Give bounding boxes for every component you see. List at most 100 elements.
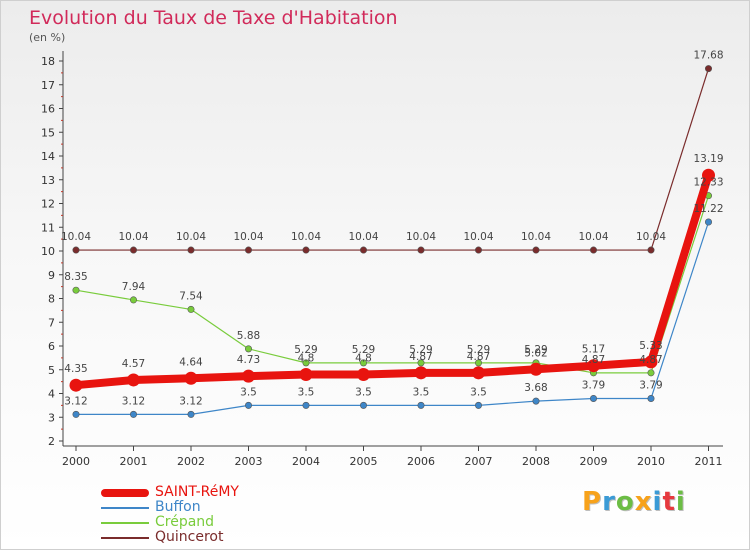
- logo-letter: o: [615, 487, 635, 517]
- legend-label-saint-remy: SAINT-RéMY: [155, 484, 239, 500]
- logo-letter: i: [675, 487, 686, 517]
- x-tick-label: 2000: [62, 455, 90, 468]
- data-point-saint-remy: [69, 378, 83, 392]
- data-label-saint-remy: 4.8: [298, 353, 315, 365]
- legend-label-quincerot: Quincerot: [155, 529, 224, 545]
- y-tick-label: 14: [41, 150, 55, 163]
- data-label-buffon: 3.5: [470, 386, 487, 398]
- data-point-buffon: [589, 394, 597, 402]
- legend-label-buffon: Buffon: [155, 499, 201, 515]
- data-point-saint-remy: [127, 373, 140, 387]
- data-point-quincerot: [130, 246, 138, 254]
- data-label-quincerot: 10.04: [118, 231, 148, 243]
- y-tick-label: 3: [48, 411, 55, 424]
- data-point-saint-remy: [414, 366, 428, 380]
- data-point-quincerot: [72, 246, 80, 254]
- data-point-buffon: [704, 218, 712, 226]
- data-label-buffon: 3.12: [64, 395, 87, 407]
- y-tick-label: 7: [48, 316, 55, 329]
- data-label-saint-remy: 4.8: [355, 353, 372, 365]
- data-point-saint-remy: [184, 371, 198, 385]
- data-labels: 10.04 10.04 10.04 10.04 10.04 10.04 10.04 10.04…: [61, 50, 724, 408]
- y-tick-label: 6: [48, 340, 55, 353]
- data-point-quincerot: [532, 246, 540, 254]
- data-label-buffon: 3.12: [179, 395, 202, 407]
- x-tick-label: 2010: [637, 455, 665, 468]
- data-point-quincerot: [359, 246, 367, 254]
- data-point-saint-remy: [242, 369, 255, 383]
- data-point-quincerot: [647, 246, 655, 254]
- data-point-saint-remy: [702, 168, 715, 182]
- data-label-saint-remy: 5.02: [524, 347, 547, 359]
- data-point-buffon: [72, 410, 80, 418]
- data-point-buffon: [647, 394, 655, 402]
- series-line-quincerot: [75, 67, 710, 251]
- data-point-quincerot: [245, 246, 253, 254]
- data-label-saint-remy: 4.64: [179, 356, 203, 368]
- logo-letter: x: [634, 487, 653, 517]
- x-tick-label: 2011: [695, 455, 723, 468]
- data-point-crepand: [359, 359, 367, 367]
- data-point-quincerot: [704, 65, 712, 73]
- data-point-buffon: [130, 410, 138, 418]
- y-tick-label: 17: [41, 79, 55, 92]
- legend-label-crepand: Crépand: [155, 514, 215, 530]
- data-point-buffon: [187, 410, 195, 418]
- data-label-quincerot: 10.04: [578, 231, 608, 243]
- data-point-crepand: [647, 369, 655, 377]
- data-label-quincerot: 10.04: [61, 231, 91, 243]
- data-label-quincerot: 10.04: [521, 231, 551, 243]
- x-tick-label: 2002: [177, 455, 205, 468]
- data-label-buffon: 3.68: [524, 382, 547, 394]
- data-label-crepand: 8.35: [64, 271, 87, 283]
- data-label-buffon: 3.5: [240, 386, 257, 398]
- data-label-quincerot: 10.04: [406, 231, 436, 243]
- data-point-buffon: [359, 401, 367, 409]
- data-label-quincerot: 10.04: [176, 231, 206, 243]
- data-label-crepand: 5.29: [294, 344, 317, 356]
- data-label-saint-remy: 5.17: [582, 344, 605, 356]
- data-point-crepand: [245, 345, 253, 353]
- y-tick-label: 11: [41, 221, 55, 234]
- data-label-saint-remy: 13.19: [693, 153, 723, 165]
- y-tick-label: 13: [41, 174, 55, 187]
- logo-letter: i: [652, 487, 663, 517]
- x-tick-label: 2009: [580, 455, 608, 468]
- data-point-saint-remy: [357, 368, 370, 381]
- data-label-crepand: 5.88: [237, 330, 260, 342]
- data-label-saint-remy: 4.87: [467, 351, 490, 363]
- y-tick-label: 10: [41, 245, 55, 258]
- chart-subtitle: (en %): [29, 31, 66, 44]
- data-point-buffon: [302, 401, 310, 409]
- data-label-quincerot: 10.04: [348, 231, 378, 243]
- data-label-crepand: 7.94: [122, 281, 146, 293]
- data-point-saint-remy: [529, 362, 543, 376]
- x-tick-label: 2004: [292, 455, 320, 468]
- data-point-crepand: [302, 359, 310, 367]
- legend-swatch-quincerot: [101, 537, 149, 539]
- legend-swatch-buffon: [101, 507, 149, 509]
- data-label-saint-remy: 4.87: [409, 351, 432, 363]
- data-label-buffon: 3.79: [639, 379, 662, 391]
- proxiti-logo: Proxiti: [582, 487, 686, 517]
- y-tick-label: 8: [48, 293, 55, 306]
- data-label-crepand: 4.87: [639, 354, 662, 366]
- data-label-crepand: 4.87: [582, 354, 605, 366]
- series-layer: [69, 65, 715, 418]
- data-point-crepand: [187, 305, 195, 313]
- y-tick-label: 15: [41, 126, 55, 139]
- legend-swatch-saint-remy: [101, 489, 149, 497]
- data-label-saint-remy: 4.73: [237, 354, 260, 366]
- logo-letter: t: [662, 487, 676, 517]
- y-tick-label: 4: [48, 388, 55, 401]
- y-tick-label: 16: [41, 103, 55, 116]
- data-point-saint-remy: [644, 355, 658, 369]
- data-label-buffon: 3.12: [122, 395, 145, 407]
- data-point-quincerot: [474, 246, 482, 254]
- data-label-crepand: 5.29: [524, 344, 547, 356]
- data-point-buffon: [474, 401, 482, 409]
- data-point-crepand: [130, 296, 138, 304]
- data-point-quincerot: [589, 246, 597, 254]
